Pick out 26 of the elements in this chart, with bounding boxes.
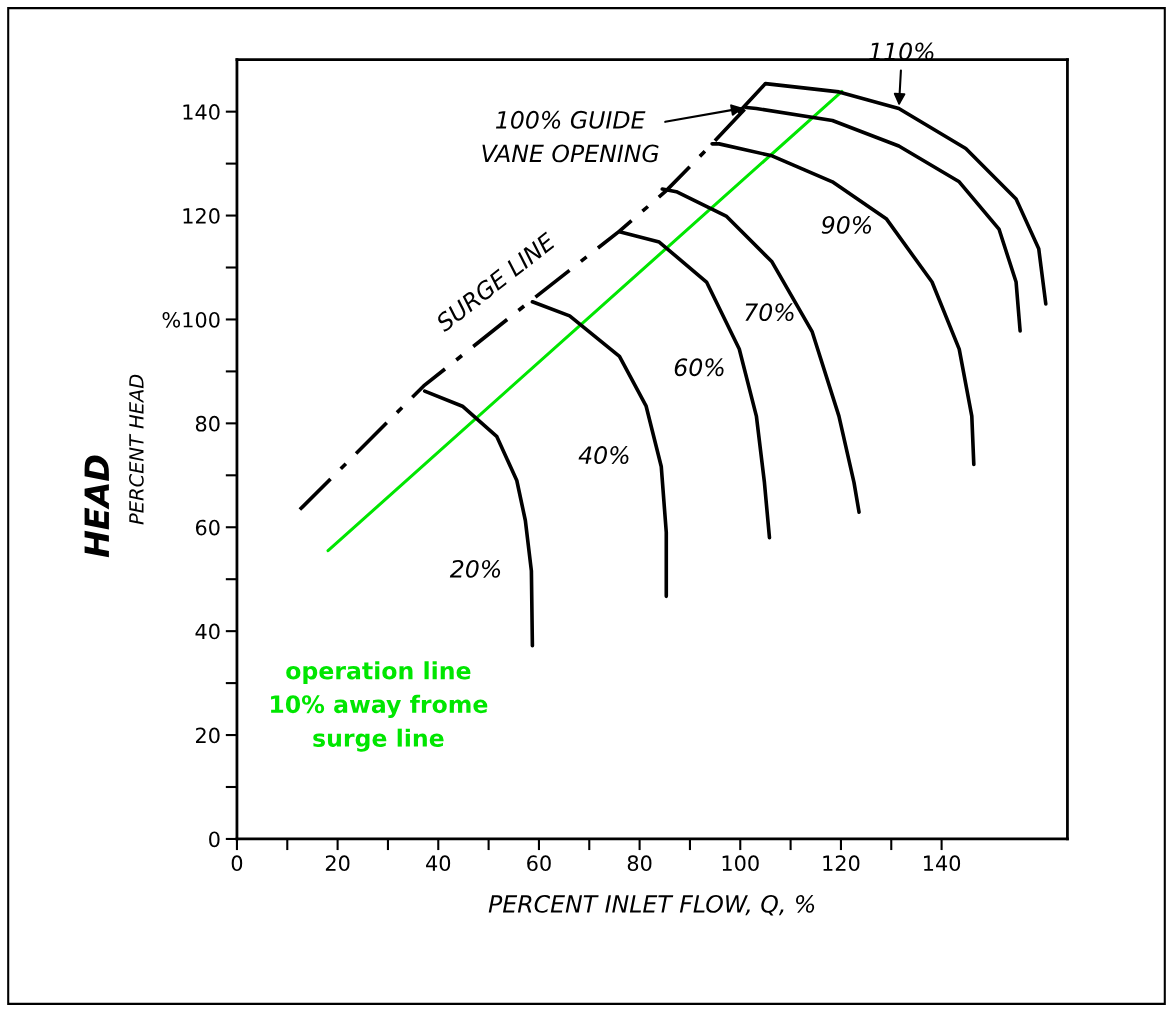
x-tick-label: 140: [924, 855, 961, 872]
annotation: 100% GUIDE VANE OPENING: [482, 110, 659, 163]
x-tick-label: 40: [426, 855, 451, 872]
y-tick-label: 80: [195, 415, 220, 432]
y-tick-label: %100: [162, 311, 220, 328]
y-tick-label: 0: [209, 831, 220, 848]
y-tick-label: 40: [195, 623, 220, 640]
text: operation line 10% away frome surge line: [271, 661, 488, 752]
x-tick-label: 60: [527, 855, 551, 872]
text: HEAD: [84, 455, 109, 558]
series-label: 90%: [821, 215, 872, 234]
y-tick-label: 20: [195, 727, 220, 744]
series-label: 70%: [745, 303, 794, 322]
series-label: 40%: [578, 446, 629, 464]
y-tick-label: 60: [195, 519, 220, 536]
y-tick-label: 140: [183, 104, 220, 120]
x-axis-title: PERCENT INLET FLOW, Q, %: [488, 894, 815, 916]
x-tick-label: 120: [823, 855, 860, 872]
x-tick-label: 100: [722, 855, 759, 872]
series-label: 20%: [449, 559, 501, 578]
x-tick-label: 0: [231, 855, 243, 872]
x-tick-label: 20: [325, 855, 350, 872]
y-axis-title: PERCENT HEAD: [129, 374, 144, 525]
series-label: 60%: [674, 358, 724, 377]
x-tick-label: 80: [627, 855, 652, 872]
y-tick-label: 120: [183, 208, 220, 224]
